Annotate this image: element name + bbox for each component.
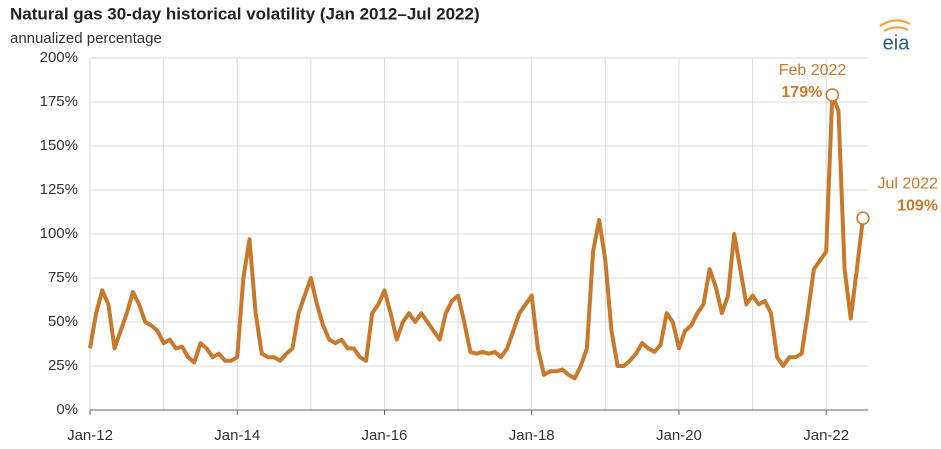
annotation-value: 179% (781, 84, 822, 101)
x-tick-label: Jan-20 (656, 427, 702, 444)
x-tick-label: Jan-22 (803, 427, 849, 444)
y-tick-label: 100% (40, 225, 78, 242)
annotation-date: Jul 2022 (878, 175, 939, 192)
annotation-date: Feb 2022 (779, 62, 847, 79)
y-tick-label: 0% (56, 401, 78, 418)
y-tick-label: 25% (48, 357, 78, 374)
x-tick-label: Jan-14 (214, 427, 260, 444)
annotation-value: 109% (897, 197, 938, 214)
y-tick-label: 175% (40, 93, 78, 110)
x-tick-label: Jan-16 (362, 427, 408, 444)
chart-subtitle: annualized percentage (10, 30, 162, 47)
annotation-marker (856, 211, 870, 225)
y-tick-label: 75% (48, 269, 78, 286)
logo-text: eia (883, 32, 911, 54)
line-series (88, 92, 865, 381)
y-tick-label: 150% (40, 137, 78, 154)
logo: eia (879, 19, 911, 54)
y-tick-label: 50% (48, 313, 78, 330)
chart-title: Natural gas 30-day historical volatility… (10, 4, 480, 23)
y-tick-label: 200% (40, 49, 78, 66)
annotation-marker (825, 88, 840, 102)
x-tick-label: Jan-18 (509, 427, 555, 444)
logo-arc (879, 19, 911, 32)
y-tick-label: 125% (40, 181, 78, 198)
x-tick-label: Jan-12 (67, 427, 113, 444)
